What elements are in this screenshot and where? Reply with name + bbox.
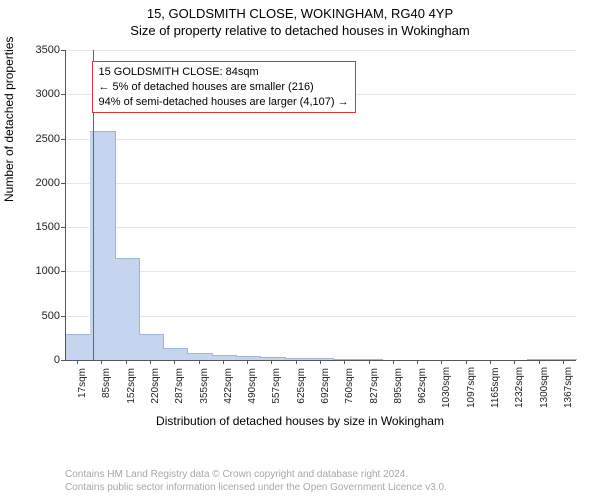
histogram-bar: [357, 359, 382, 360]
xtick-mark: [563, 360, 564, 364]
page-title: 15, GOLDSMITH CLOSE, WOKINGHAM, RG40 4YP: [0, 0, 600, 21]
xtick-mark: [539, 360, 540, 364]
ytick-label: 3000: [10, 88, 60, 100]
histogram-bar: [552, 359, 577, 360]
histogram-bar: [333, 359, 358, 360]
xtick-label: 1367sqm: [563, 368, 574, 408]
ytick-mark: [61, 316, 65, 317]
xtick-label: 760sqm: [344, 368, 355, 408]
annotation-box: 15 GOLDSMITH CLOSE: 84sqm← 5% of detache…: [92, 61, 356, 114]
xtick-label: 1097sqm: [466, 368, 477, 408]
histogram-bar: [285, 358, 310, 360]
xtick-mark: [344, 360, 345, 364]
ytick-mark: [61, 271, 65, 272]
annotation-line1: 15 GOLDSMITH CLOSE: 84sqm: [99, 65, 349, 80]
histogram-bar: [309, 358, 334, 360]
xtick-mark: [466, 360, 467, 364]
xtick-label: 625sqm: [296, 368, 307, 408]
histogram-bar: [260, 357, 285, 360]
gridline: [66, 183, 576, 184]
xtick-mark: [393, 360, 394, 364]
plot-area: 15 GOLDSMITH CLOSE: 84sqm← 5% of detache…: [65, 50, 576, 361]
xtick-mark: [126, 360, 127, 364]
xtick-label: 220sqm: [150, 368, 161, 408]
histogram-bar: [163, 348, 188, 360]
xtick-label: 1300sqm: [539, 368, 550, 408]
xtick-label: 422sqm: [223, 368, 234, 408]
xtick-mark: [150, 360, 151, 364]
gridline: [66, 316, 576, 317]
page-subtitle: Size of property relative to detached ho…: [0, 21, 600, 38]
histogram-bar: [90, 131, 115, 361]
histogram-bar: [527, 359, 552, 360]
xtick-mark: [441, 360, 442, 364]
xtick-label: 692sqm: [320, 368, 331, 408]
xtick-label: 1165sqm: [490, 368, 501, 408]
xtick-mark: [77, 360, 78, 364]
credits-line1: Contains HM Land Registry data © Crown c…: [65, 468, 447, 481]
xtick-mark: [369, 360, 370, 364]
ytick-label: 2000: [10, 177, 60, 189]
xtick-label: 17sqm: [77, 368, 88, 408]
xtick-label: 287sqm: [174, 368, 185, 408]
ytick-label: 2500: [10, 133, 60, 145]
xtick-label: 962sqm: [417, 368, 428, 408]
xtick-label: 895sqm: [393, 368, 404, 408]
xtick-mark: [490, 360, 491, 364]
ytick-label: 1000: [10, 265, 60, 277]
ytick-label: 0: [10, 354, 60, 366]
xtick-mark: [417, 360, 418, 364]
ytick-mark: [61, 94, 65, 95]
xtick-label: 152sqm: [126, 368, 137, 408]
xtick-mark: [271, 360, 272, 364]
histogram-bar: [212, 355, 237, 360]
x-axis-label: Distribution of detached houses by size …: [0, 414, 600, 428]
xtick-mark: [296, 360, 297, 364]
histogram-bar: [187, 353, 212, 360]
histogram-bar: [236, 356, 261, 360]
credits-text: Contains HM Land Registry data © Crown c…: [65, 468, 447, 494]
xtick-label: 557sqm: [271, 368, 282, 408]
credits-line2: Contains public sector information licen…: [65, 481, 447, 494]
xtick-label: 355sqm: [199, 368, 210, 408]
gridline: [66, 50, 576, 51]
xtick-label: 490sqm: [247, 368, 258, 408]
xtick-mark: [174, 360, 175, 364]
histogram-bar: [139, 334, 164, 360]
xtick-mark: [223, 360, 224, 364]
xtick-mark: [514, 360, 515, 364]
histogram-bar: [115, 258, 140, 360]
xtick-label: 1232sqm: [514, 368, 525, 408]
xtick-mark: [199, 360, 200, 364]
ytick-mark: [61, 183, 65, 184]
annotation-line3: 94% of semi-detached houses are larger (…: [99, 95, 349, 110]
histogram-bar: [66, 334, 91, 360]
gridline: [66, 271, 576, 272]
ytick-label: 3500: [10, 44, 60, 56]
ytick-mark: [61, 50, 65, 51]
ytick-label: 500: [10, 310, 60, 322]
xtick-mark: [101, 360, 102, 364]
ytick-label: 1500: [10, 221, 60, 233]
xtick-mark: [320, 360, 321, 364]
annotation-line2: ← 5% of detached houses are smaller (216…: [99, 80, 349, 95]
gridline: [66, 227, 576, 228]
ytick-mark: [61, 360, 65, 361]
xtick-label: 827sqm: [369, 368, 380, 408]
xtick-label: 85sqm: [101, 368, 112, 408]
ytick-mark: [61, 139, 65, 140]
ytick-mark: [61, 227, 65, 228]
chart-container: Number of detached properties 15 GOLDSMI…: [0, 42, 600, 442]
gridline: [66, 139, 576, 140]
xtick-mark: [247, 360, 248, 364]
xtick-label: 1030sqm: [441, 368, 452, 408]
